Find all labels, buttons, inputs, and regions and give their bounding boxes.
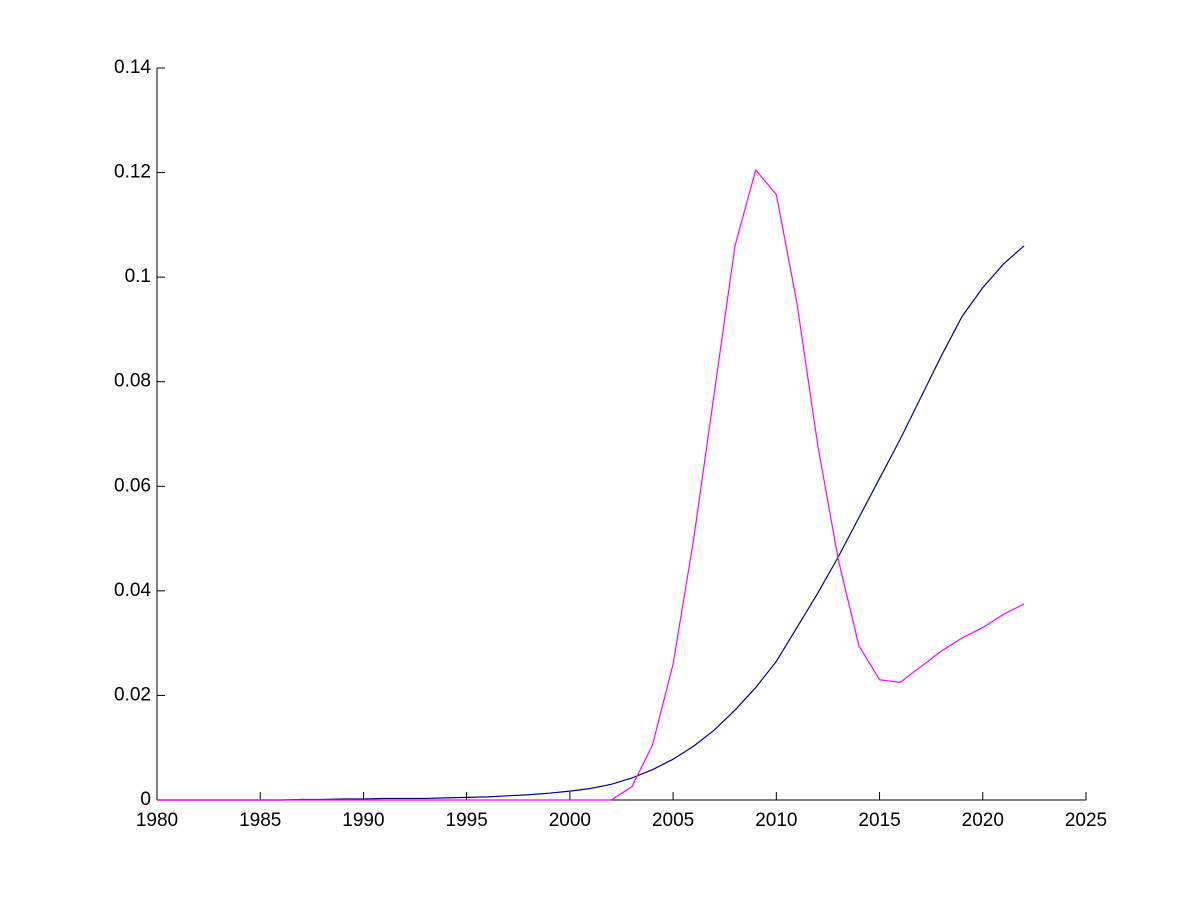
series-line (157, 245, 1025, 801)
y-tick-label: 0.02 (114, 684, 151, 705)
y-tick-label: 0.06 (114, 475, 151, 496)
y-tick-label: 0.04 (114, 580, 151, 601)
x-tick-label: 2005 (652, 810, 694, 831)
x-tick-label: 2025 (1065, 810, 1107, 831)
x-tick-label: 1985 (239, 810, 281, 831)
x-tick-label: 1980 (136, 810, 178, 831)
x-tick-label: 1990 (342, 810, 384, 831)
series-line (157, 168, 1025, 801)
x-tick-label: 2015 (858, 810, 900, 831)
x-tick-label: 2010 (755, 810, 797, 831)
x-tick-label: 1995 (446, 810, 488, 831)
x-tick-label: 2000 (549, 810, 591, 831)
y-tick-label: 0.08 (114, 371, 151, 392)
y-tick-label: 0 (140, 789, 151, 810)
y-tick-label: 0.14 (114, 57, 151, 78)
y-tick-label: 0.1 (125, 266, 151, 287)
y-tick-label: 0.12 (114, 162, 151, 183)
x-tick-label: 2020 (962, 810, 1004, 831)
